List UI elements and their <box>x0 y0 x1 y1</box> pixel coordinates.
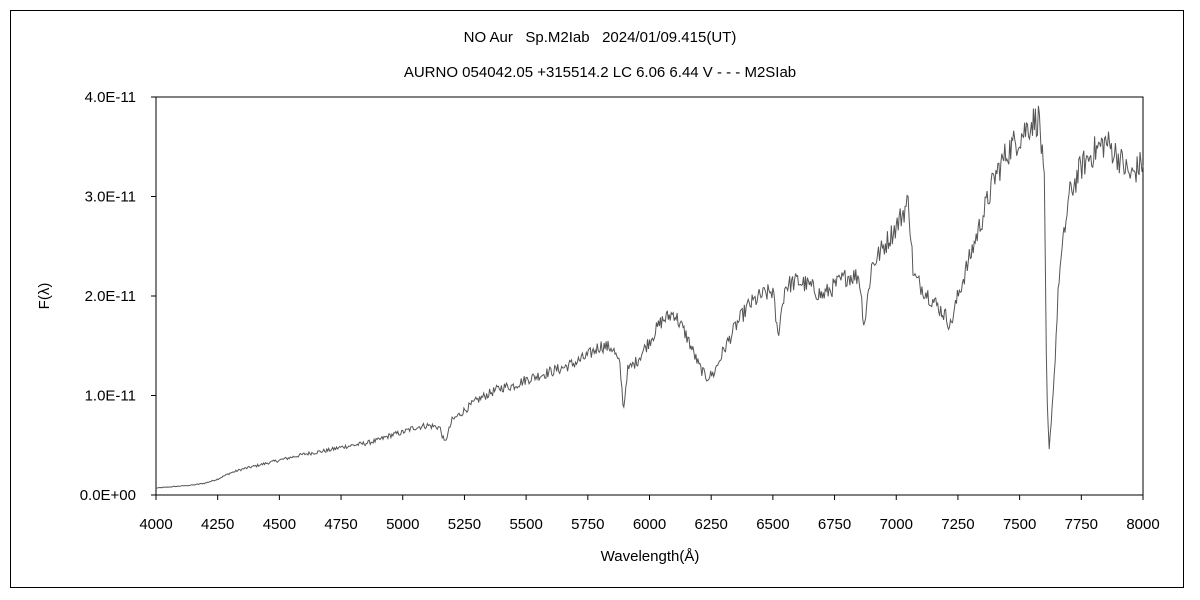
x-tick-label: 6000 <box>633 516 666 533</box>
x-tick-label: 7000 <box>880 516 913 533</box>
x-tick-label: 7750 <box>1065 516 1098 533</box>
spectrum-line <box>155 105 1144 489</box>
x-axis: 4000 4250 4500 4750 5000 5250 5500 5750 6000 6250… <box>139 495 1160 533</box>
y-tick-label: 2.0E-11 <box>85 288 136 305</box>
x-tick-label: 4750 <box>324 516 357 533</box>
x-tick-label: 4500 <box>263 516 296 533</box>
x-tick-label: 4250 <box>201 516 234 533</box>
y-tick-label: 1.0E-11 <box>85 388 136 405</box>
x-tick-label: 8000 <box>1126 516 1159 533</box>
x-tick-label: 6250 <box>695 516 728 533</box>
chart-title: NO Aur Sp.M2Iab 2024/01/09.415(UT) <box>463 29 737 46</box>
plot-area <box>155 96 1144 496</box>
x-tick-label: 7500 <box>1003 516 1036 533</box>
x-tick-label: 5500 <box>509 516 542 533</box>
x-tick-label: 5000 <box>386 516 419 533</box>
x-tick-label: 5750 <box>571 516 604 533</box>
x-tick-label: 6500 <box>756 516 789 533</box>
y-axis-label: F(λ) <box>36 283 53 310</box>
y-tick-label: 0.0E+00 <box>80 487 136 504</box>
chart-frame <box>10 10 1184 588</box>
y-tick-label: 3.0E-11 <box>85 189 136 206</box>
x-tick-label: 7250 <box>941 516 974 533</box>
x-tick-label: 4000 <box>139 516 172 533</box>
x-axis-label: Wavelength(Å) <box>601 548 700 565</box>
x-tick-label: 5250 <box>448 516 481 533</box>
y-axis: 0.0E+00 1.0E-11 2.0E-11 3.0E-11 4.0E-11 <box>80 89 156 504</box>
x-tick-label: 6750 <box>818 516 851 533</box>
y-tick-label: 4.0E-11 <box>85 89 136 106</box>
chart-subtitle: AURNO 054042.05 +315514.2 LC 6.06 6.44 V… <box>403 64 797 81</box>
